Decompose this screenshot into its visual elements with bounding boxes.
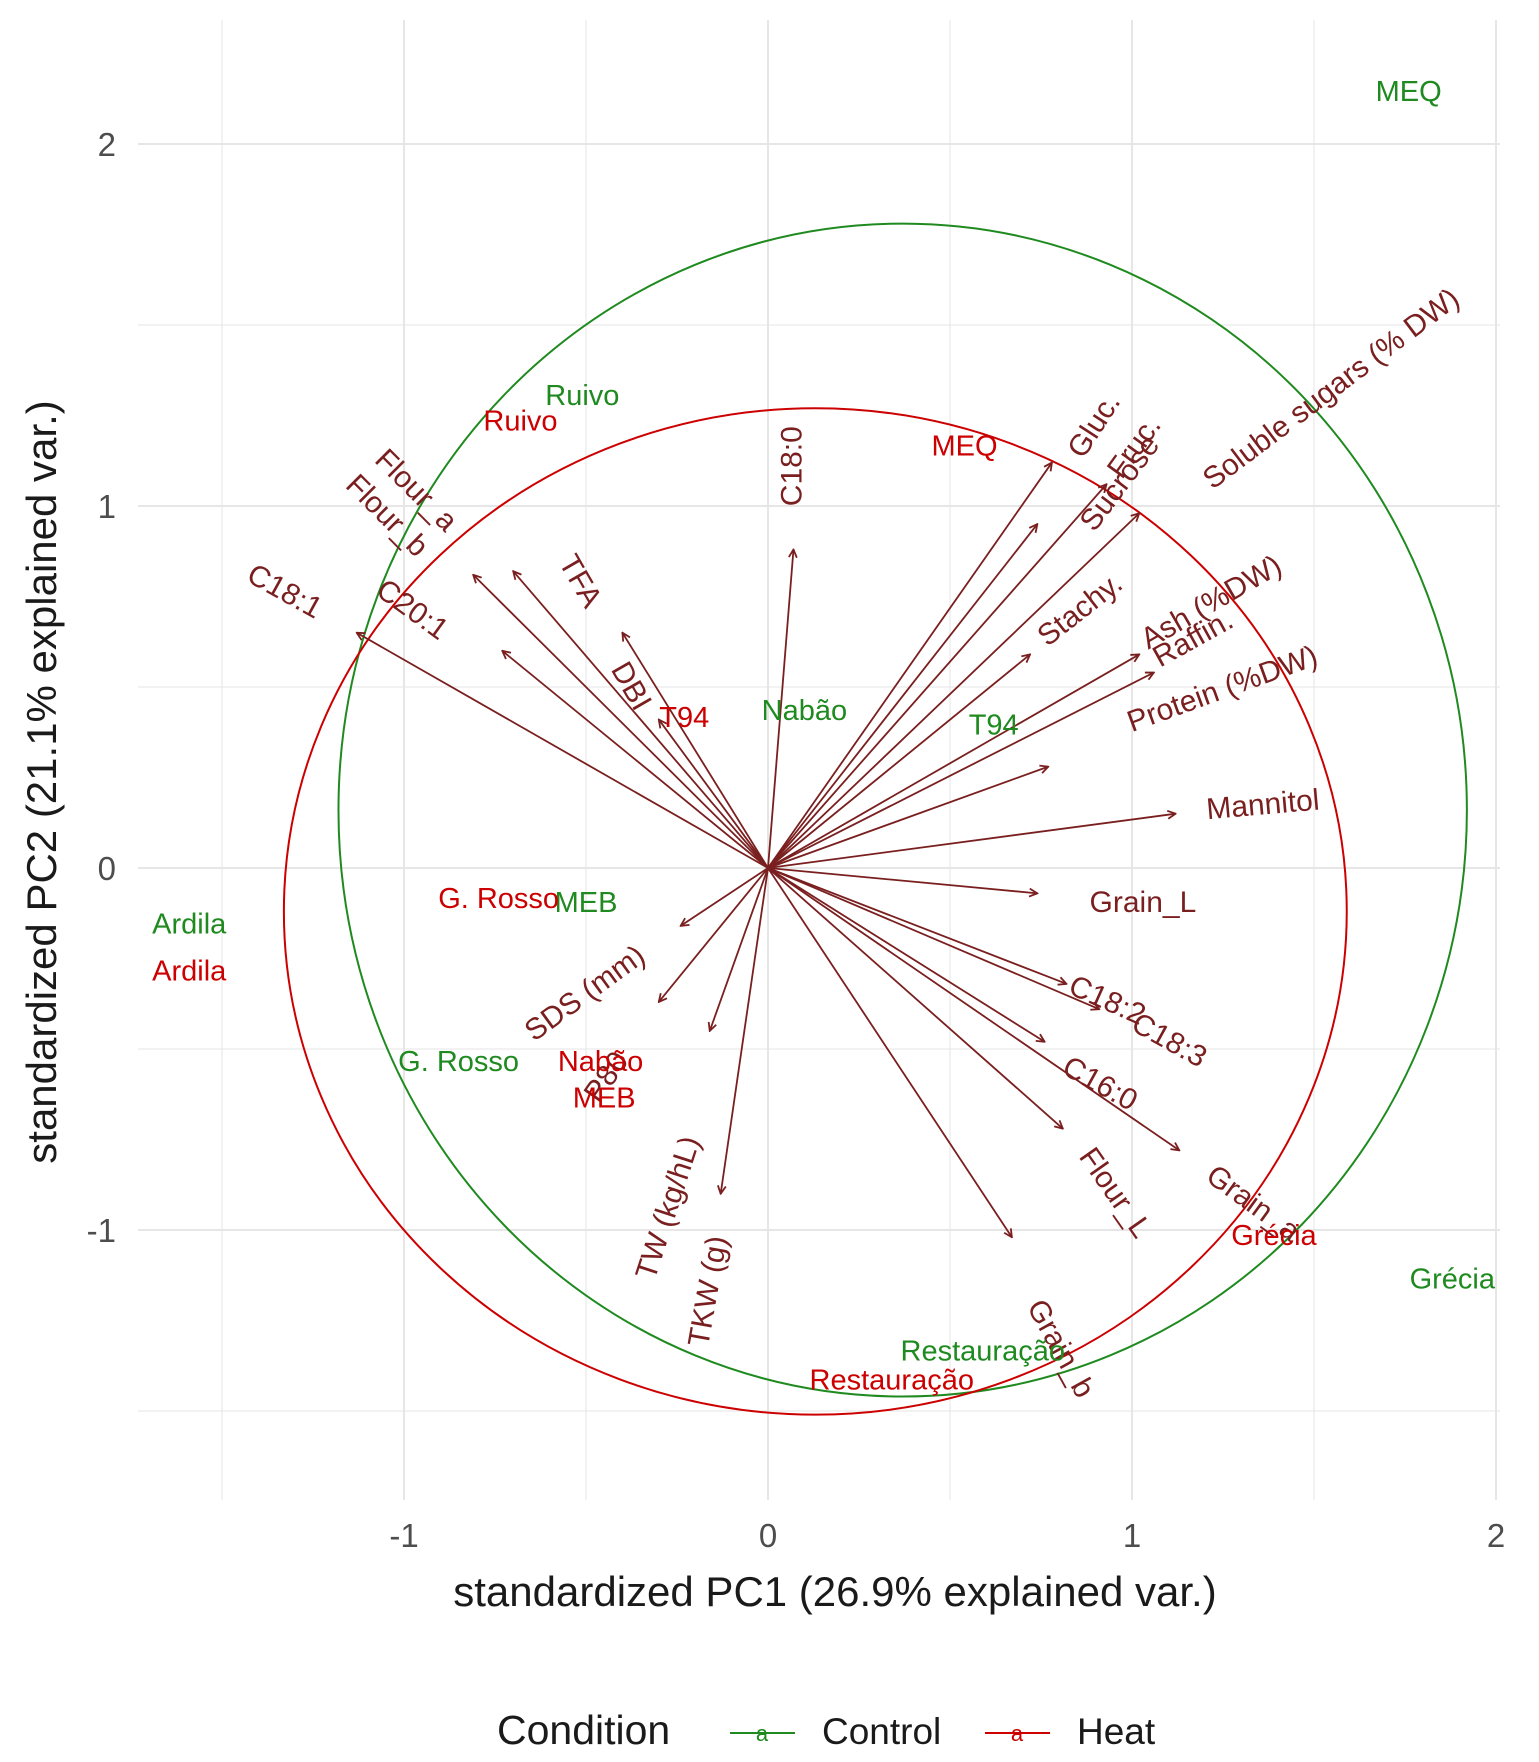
legend-key-heat-glyph: a bbox=[1011, 1721, 1024, 1746]
arrow-protein-dw- bbox=[767, 767, 1048, 869]
arrow-grain-b bbox=[767, 867, 1012, 1237]
arrow-ash-dw- bbox=[767, 654, 1139, 869]
variable-label: TFA bbox=[552, 549, 608, 613]
observation-label-heat: MEQ bbox=[932, 431, 998, 463]
arrow-sucrose bbox=[767, 524, 1037, 869]
y-tick-label: 2 bbox=[98, 126, 116, 163]
x-axis-ticks: -1 0 1 2 bbox=[389, 1517, 1505, 1554]
group-ellipses bbox=[282, 222, 1468, 1416]
arrow-gluc- bbox=[767, 463, 1052, 869]
arrow-soluble-sugars-dw- bbox=[767, 513, 1139, 869]
observation-label-heat: MEB bbox=[573, 1082, 636, 1114]
arrow-c18-1 bbox=[357, 633, 769, 869]
observation-label-control: G. Rosso bbox=[398, 1046, 519, 1078]
variable-label: TW (kg/hL) bbox=[630, 1132, 707, 1283]
observation-label-heat: Restauração bbox=[810, 1365, 974, 1397]
observation-labels: MEQ Ruivo Nabão T94 MEB Ardila G. Rosso Grécia R… bbox=[152, 76, 1496, 1397]
variable-label: Stachy. bbox=[1031, 567, 1128, 653]
variable-label: Grain_L bbox=[1090, 886, 1197, 919]
minor-grid bbox=[138, 20, 1500, 1500]
legend-title: Condition bbox=[497, 1707, 670, 1753]
y-axis-ticks: -1 0 1 2 bbox=[87, 126, 116, 1249]
arrow-tkw-g- bbox=[721, 867, 769, 1194]
y-axis-title: standardized PC2 (21.1% explained var.) bbox=[18, 400, 65, 1163]
legend-label-heat: Heat bbox=[1077, 1711, 1156, 1752]
variable-label: TKW (g) bbox=[682, 1233, 734, 1349]
observation-label-control: T94 bbox=[969, 709, 1019, 741]
arrow-dbi bbox=[659, 720, 769, 869]
observation-label-control: MEB bbox=[555, 887, 618, 919]
arrow-mannitol bbox=[767, 814, 1176, 869]
x-tick-label: -1 bbox=[389, 1517, 418, 1554]
x-tick-label: 2 bbox=[1487, 1517, 1505, 1554]
x-axis-title: standardized PC1 (26.9% explained var.) bbox=[453, 1568, 1216, 1615]
observation-label-control: Ruivo bbox=[545, 380, 619, 412]
variable-label: Mannitol bbox=[1205, 784, 1321, 827]
observation-label-control: MEQ bbox=[1376, 76, 1442, 108]
arrow-raffin- bbox=[767, 673, 1154, 869]
legend: Condition a Control a Heat bbox=[497, 1707, 1156, 1753]
ellipse-control bbox=[337, 222, 1468, 1398]
arrow-c18-2 bbox=[767, 867, 1066, 984]
arrow-c18-3 bbox=[767, 867, 1099, 1009]
observation-label-heat: T94 bbox=[659, 702, 709, 734]
legend-label-control: Control bbox=[822, 1711, 941, 1752]
arrow-tfa bbox=[622, 633, 769, 869]
arrow-p80 bbox=[681, 867, 769, 926]
arrow-c16-0 bbox=[767, 867, 1045, 1042]
y-tick-label: -1 bbox=[87, 1212, 116, 1249]
observation-label-control: Grécia bbox=[1410, 1263, 1496, 1295]
observation-label-control: Restauração bbox=[901, 1336, 1065, 1368]
y-tick-label: 1 bbox=[98, 488, 116, 525]
variable-label: C18:0 bbox=[775, 426, 808, 506]
x-tick-label: 0 bbox=[759, 1517, 777, 1554]
variable-label: C16:0 bbox=[1057, 1050, 1143, 1118]
y-tick-label: 0 bbox=[98, 850, 116, 887]
major-grid bbox=[138, 20, 1500, 1500]
ellipse-heat bbox=[282, 407, 1348, 1416]
variable-label: DBI bbox=[604, 656, 658, 716]
variable-label: Flour_L bbox=[1072, 1142, 1157, 1244]
arrow-flour-a bbox=[513, 571, 769, 869]
observation-label-control: Nabão bbox=[762, 695, 847, 727]
arrow-stachy- bbox=[767, 654, 1030, 869]
observation-label-heat: Ardila bbox=[152, 956, 227, 988]
arrow-c18-0 bbox=[767, 549, 793, 869]
arrow-grain-a bbox=[767, 867, 1179, 1150]
legend-key-control-glyph: a bbox=[756, 1721, 769, 1746]
arrow-flour-b bbox=[473, 575, 769, 869]
observation-label-heat: Nabão bbox=[558, 1046, 643, 1078]
variable-label: C18:3 bbox=[1126, 1007, 1212, 1075]
observation-label-heat: Ruivo bbox=[483, 405, 557, 437]
arrow-fruc- bbox=[767, 484, 1107, 869]
x-tick-label: 1 bbox=[1123, 1517, 1141, 1554]
arrow-c20-1 bbox=[502, 651, 769, 869]
observation-label-heat: Grécia bbox=[1231, 1220, 1317, 1252]
variable-label: SDS (mm) bbox=[519, 939, 652, 1048]
variable-arrows bbox=[357, 463, 1180, 1238]
observation-label-control: Ardila bbox=[152, 909, 227, 941]
arrow-grain-l bbox=[767, 867, 1037, 893]
arrow-tw-kg-hl- bbox=[710, 867, 769, 1031]
variable-label: C18:1 bbox=[242, 558, 328, 626]
variable-label: Soluble sugars (% DW) bbox=[1197, 282, 1466, 496]
observation-label-heat: G. Rosso bbox=[438, 883, 559, 915]
arrow-sds-mm- bbox=[659, 867, 769, 1002]
arrow-flour-l bbox=[767, 867, 1063, 1129]
